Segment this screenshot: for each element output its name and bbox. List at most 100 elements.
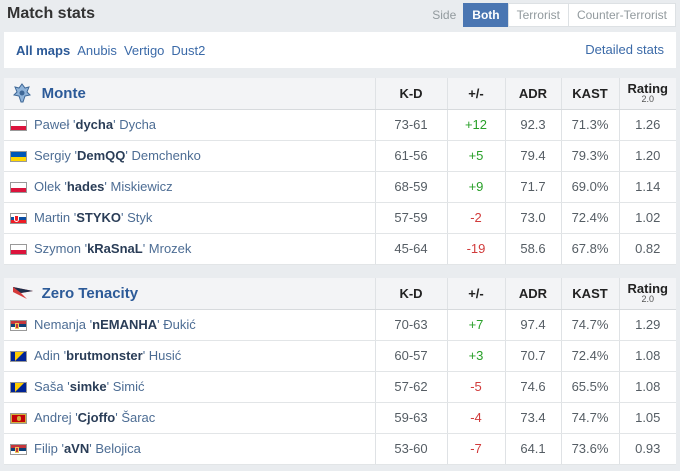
player-nickname: nEMANHA	[92, 317, 158, 332]
player-first-name: Martin	[34, 210, 71, 225]
kast-value: 72.4%	[560, 202, 619, 234]
player-cell: Martin 'STYKO' Styk	[4, 202, 375, 234]
tab-both[interactable]: Both	[463, 3, 509, 27]
kd-value: 60-57	[374, 340, 447, 372]
kd-value: 61-56	[374, 140, 447, 172]
plus-minus-header: +/-	[446, 278, 505, 310]
team-name-link[interactable]: Monte	[41, 84, 86, 102]
adr-value: 79.4	[504, 140, 561, 172]
adr-header: ADR	[504, 78, 561, 110]
player-last-name: Simić	[112, 379, 145, 394]
player-row: Olek 'hades' Miskiewicz 68-59 +9 71.7 69.0% 1…	[4, 171, 676, 203]
player-nickname: dycha	[75, 117, 114, 132]
player-link[interactable]: Andrej 'Cjoffo' Šarac	[34, 410, 156, 425]
player-first-name: Nemanja	[34, 317, 87, 332]
rating-value: 0.93	[618, 433, 676, 465]
player-first-name: Adin	[34, 348, 61, 363]
plus-minus-value: +12	[446, 109, 505, 141]
rating-version-label: 2.0	[641, 94, 654, 105]
kd-header: K-D	[374, 278, 447, 310]
plus-minus-value: -19	[446, 233, 505, 265]
rating-header-label: Rating	[627, 281, 668, 297]
rating-value: 1.08	[618, 371, 676, 403]
plus-minus-value: -7	[446, 433, 505, 465]
player-link[interactable]: Szymon 'kRaSnaL' Mrozek	[34, 241, 192, 256]
flag-me-icon	[10, 413, 27, 425]
detailed-stats-link[interactable]: Detailed stats	[585, 42, 664, 57]
zero-tenacity-logo-icon	[12, 283, 33, 303]
team-cell: Monte	[4, 78, 375, 110]
player-first-name: Andrej	[34, 410, 72, 425]
kast-value: 71.3%	[560, 109, 619, 141]
adr-header: ADR	[504, 278, 561, 310]
player-row: Saša 'simke' Simić 57-62 -5 74.6 65.5% 1.08	[4, 371, 676, 403]
tab-counter-terrorist[interactable]: Counter-Terrorist	[567, 3, 676, 27]
kast-header: KAST	[560, 78, 619, 110]
rating-value: 1.20	[618, 140, 676, 172]
kast-header: KAST	[560, 278, 619, 310]
rating-value: 1.02	[618, 202, 676, 234]
player-link[interactable]: Martin 'STYKO' Styk	[34, 210, 153, 225]
map-filter-anubis[interactable]: Anubis	[77, 42, 117, 58]
player-first-name: Saša	[34, 379, 64, 394]
kast-value: 79.3%	[560, 140, 619, 172]
kast-value: 65.5%	[560, 371, 619, 403]
player-cell: Szymon 'kRaSnaL' Mrozek	[4, 233, 375, 265]
player-link[interactable]: Olek 'hades' Miskiewicz	[34, 179, 173, 194]
player-nickname: STYKO	[76, 210, 122, 225]
match-stats-header: Match stats Side Both Terrorist Counter-…	[0, 0, 680, 31]
adr-value: 73.0	[504, 202, 561, 234]
team-header-row: Monte K-D +/- ADR KAST Rating 2.0	[4, 78, 676, 110]
kast-value: 67.8%	[560, 233, 619, 265]
plus-minus-value: +7	[446, 309, 505, 341]
adr-value: 74.6	[504, 371, 561, 403]
player-row: Sergiy 'DemQQ' Demchenko 61-56 +5 79.4 79.3%…	[4, 140, 676, 172]
player-first-name: Olek	[34, 179, 61, 194]
player-row: Szymon 'kRaSnaL' Mrozek 45-64 -19 58.6 67.8%…	[4, 233, 676, 265]
flag-pl-icon	[10, 120, 27, 132]
rating-version-label: 2.0	[641, 294, 654, 305]
player-link[interactable]: Paweł 'dycha' Dycha	[34, 117, 157, 132]
kd-header: K-D	[374, 78, 447, 110]
player-first-name: Szymon	[34, 241, 81, 256]
map-filter-vertigo[interactable]: Vertigo	[123, 42, 165, 58]
side-label: Side	[432, 8, 457, 22]
plus-minus-value: -2	[446, 202, 505, 234]
rating-value: 1.29	[618, 309, 676, 341]
map-filter-all[interactable]: All maps	[16, 42, 71, 58]
adr-value: 97.4	[504, 309, 561, 341]
flag-pl-icon	[10, 244, 27, 256]
player-cell: Adin 'brutmonster' Husić	[4, 340, 375, 372]
rating-value: 1.14	[618, 171, 676, 203]
player-row: Adin 'brutmonster' Husić 60-57 +3 70.7 72.4%…	[4, 340, 676, 372]
plus-minus-value: -4	[446, 402, 505, 434]
kast-value: 74.7%	[560, 309, 619, 341]
adr-value: 70.7	[504, 340, 561, 372]
player-last-name: Dycha	[119, 117, 157, 132]
player-last-name: Styk	[127, 210, 153, 225]
team-name-link[interactable]: Zero Tenacity	[41, 284, 139, 302]
plus-minus-value: +9	[446, 171, 505, 203]
player-link[interactable]: Adin 'brutmonster' Husić	[34, 348, 182, 363]
player-link[interactable]: Filip 'aVN' Belojica	[34, 441, 141, 456]
kd-value: 45-64	[374, 233, 447, 265]
player-link[interactable]: Saša 'simke' Simić	[34, 379, 145, 394]
kd-value: 53-60	[374, 433, 447, 465]
player-nickname: kRaSnaL	[87, 241, 143, 256]
map-filter-dust2[interactable]: Dust2	[171, 42, 206, 58]
player-last-name: Belojica	[95, 441, 141, 456]
team-header-row: Zero Tenacity K-D +/- ADR KAST Rating 2.0	[4, 278, 676, 310]
adr-value: 64.1	[504, 433, 561, 465]
player-nickname: DemQQ	[76, 148, 126, 163]
player-row: Nemanja 'nEMANHA' Đukić 70-63 +7 97.4 74.7% 1…	[4, 309, 676, 341]
player-link[interactable]: Nemanja 'nEMANHA' Đukić	[34, 317, 196, 332]
player-cell: Paweł 'dycha' Dycha	[4, 109, 375, 141]
flag-sk-icon	[10, 213, 27, 225]
player-row: Martin 'STYKO' Styk 57-59 -2 73.0 72.4% 1.02	[4, 202, 676, 234]
rating-value: 1.05	[618, 402, 676, 434]
player-link[interactable]: Sergiy 'DemQQ' Demchenko	[34, 148, 201, 163]
tab-terrorist[interactable]: Terrorist	[507, 3, 569, 27]
player-nickname: simke	[69, 379, 107, 394]
adr-value: 92.3	[504, 109, 561, 141]
flag-pl-icon	[10, 182, 27, 194]
